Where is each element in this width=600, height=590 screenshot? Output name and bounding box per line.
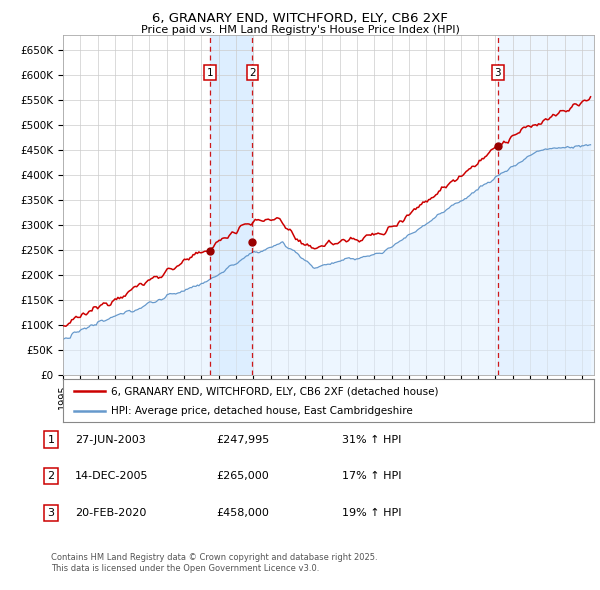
Text: 27-JUN-2003: 27-JUN-2003 (75, 435, 146, 444)
Text: 19% ↑ HPI: 19% ↑ HPI (342, 509, 401, 518)
Text: 6, GRANARY END, WITCHFORD, ELY, CB6 2XF: 6, GRANARY END, WITCHFORD, ELY, CB6 2XF (152, 12, 448, 25)
Text: 3: 3 (47, 509, 55, 518)
Text: Contains HM Land Registry data © Crown copyright and database right 2025.
This d: Contains HM Land Registry data © Crown c… (51, 553, 377, 573)
Text: 1: 1 (206, 68, 213, 78)
Text: 17% ↑ HPI: 17% ↑ HPI (342, 471, 401, 481)
Text: 31% ↑ HPI: 31% ↑ HPI (342, 435, 401, 444)
Text: 20-FEB-2020: 20-FEB-2020 (75, 509, 146, 518)
Bar (497, 35, 594, 375)
Text: Price paid vs. HM Land Registry's House Price Index (HPI): Price paid vs. HM Land Registry's House … (140, 25, 460, 35)
Text: HPI: Average price, detached house, East Cambridgeshire: HPI: Average price, detached house, East… (111, 407, 413, 416)
Text: 3: 3 (494, 68, 501, 78)
Text: £247,995: £247,995 (216, 435, 269, 444)
Text: £458,000: £458,000 (216, 509, 269, 518)
Bar (210, 35, 253, 375)
Text: £265,000: £265,000 (216, 471, 269, 481)
Text: 1: 1 (47, 435, 55, 444)
Text: 2: 2 (47, 471, 55, 481)
Text: 6, GRANARY END, WITCHFORD, ELY, CB6 2XF (detached house): 6, GRANARY END, WITCHFORD, ELY, CB6 2XF … (111, 386, 438, 396)
Text: 14-DEC-2005: 14-DEC-2005 (75, 471, 149, 481)
Text: 2: 2 (249, 68, 256, 78)
